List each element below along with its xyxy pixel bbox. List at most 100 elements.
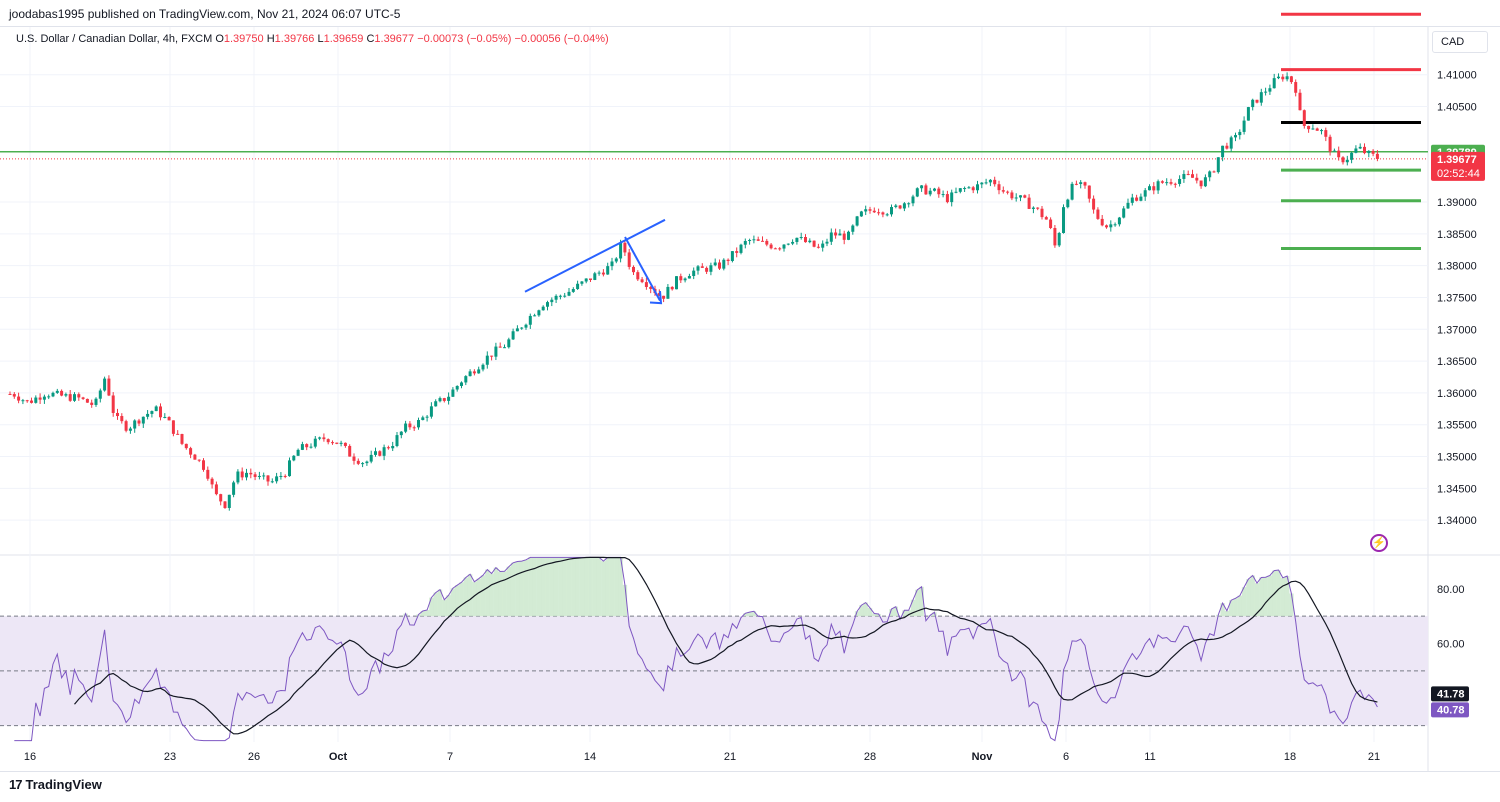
- candle-body: [821, 243, 825, 248]
- candle-body: [412, 427, 416, 429]
- rsi-ma-value: 41.78: [1437, 688, 1465, 700]
- candle-body: [167, 416, 171, 421]
- rsi-tick-label: 80.00: [1437, 584, 1465, 596]
- price-tick-label: 1.36000: [1437, 388, 1477, 400]
- rsi-overbought-fill: [523, 559, 529, 617]
- candle-body: [730, 251, 734, 261]
- candle-body: [498, 346, 502, 348]
- candle-body: [447, 396, 451, 401]
- candle-body: [666, 286, 670, 299]
- time-tick-label: 21: [724, 751, 736, 763]
- candle-body: [382, 447, 386, 456]
- rsi-overbought-fill: [506, 566, 511, 617]
- candle-body: [85, 398, 89, 403]
- axes: 1.41000 1.40500 1.39000 1.38500 1.38000 1.375…: [24, 70, 1485, 763]
- candle-body: [528, 315, 532, 325]
- candle-body: [356, 460, 360, 464]
- currency-button[interactable]: CAD: [1432, 31, 1488, 53]
- candle-body: [275, 476, 279, 482]
- candle-body: [171, 420, 175, 434]
- candle-body: [941, 194, 945, 196]
- candle-body: [963, 188, 967, 190]
- candle-body: [1341, 157, 1345, 163]
- candle-body: [1358, 146, 1362, 149]
- candle-body: [1092, 198, 1096, 210]
- current-price-tag: [1431, 151, 1485, 181]
- candle-body: [1040, 208, 1044, 218]
- candle-body: [713, 262, 717, 266]
- rsi-overbought-fill: [549, 557, 554, 617]
- rsi-overbought-fill: [618, 557, 623, 617]
- candle-body: [1195, 177, 1199, 181]
- price-chart[interactable]: 1.41000 1.40500 1.39000 1.38500 1.38000 1.375…: [0, 0, 1500, 772]
- candle-body: [778, 248, 782, 250]
- candle-body: [374, 451, 377, 455]
- candle-body: [154, 406, 158, 412]
- candle-body: [128, 428, 132, 431]
- candle-body: [73, 394, 76, 401]
- candle-body: [361, 463, 365, 465]
- candle-body: [1100, 218, 1104, 226]
- rsi-overbought-fill: [575, 557, 580, 617]
- time-tick-label: 21: [1368, 751, 1380, 763]
- rsi-overbought-fill: [743, 613, 748, 617]
- candle-body: [1328, 136, 1332, 152]
- price-tick-label: 1.41000: [1437, 70, 1477, 82]
- price-tick-label: 1.36500: [1437, 356, 1477, 368]
- candle-body: [1320, 130, 1323, 132]
- rsi-overbought-fill: [459, 582, 464, 617]
- candle-body: [1221, 145, 1225, 158]
- candle-body: [180, 434, 184, 444]
- candle-body: [322, 437, 326, 440]
- candle-body: [197, 459, 201, 461]
- candle-body: [902, 203, 906, 209]
- flash-icon[interactable]: ⚡: [1370, 534, 1388, 552]
- candle-body: [571, 289, 575, 292]
- rsi-overbought-fill: [609, 557, 615, 617]
- high-value: 1.39766: [274, 33, 315, 45]
- rsi-overbought-fill: [1250, 575, 1255, 617]
- candle-body: [945, 194, 949, 203]
- candle-body: [395, 435, 399, 446]
- candle-body: [894, 205, 898, 208]
- current-price-text: 1.39677: [1437, 154, 1477, 166]
- rsi-overbought-fill: [532, 557, 537, 617]
- candle-body: [1169, 182, 1173, 184]
- candle-body: [408, 423, 412, 428]
- rsi-overbought-fill: [1263, 577, 1268, 617]
- candle-body: [980, 182, 984, 185]
- candle-body: [391, 445, 395, 449]
- time-tick-label: 26: [248, 751, 260, 763]
- candle-body: [885, 214, 889, 216]
- change2-value: −0.00056 (−0.04%): [514, 33, 609, 45]
- rsi-overbought-fill: [463, 577, 468, 617]
- candle-body: [799, 237, 803, 239]
- rsi-overbought-fill: [919, 586, 924, 617]
- candle-body: [1182, 173, 1186, 179]
- candle-body: [855, 216, 859, 226]
- rsi-line: [14, 556, 1378, 742]
- candle-body: [1242, 120, 1246, 132]
- rsi-overbought-fill: [596, 557, 602, 617]
- open-label: O: [215, 33, 224, 45]
- candle-body: [868, 209, 872, 211]
- rsi-overbought-fill: [545, 557, 550, 617]
- candle-body: [1178, 178, 1182, 184]
- candle-body: [266, 475, 270, 482]
- candle-body: [103, 378, 107, 391]
- rsi-overbought-fill: [562, 557, 567, 617]
- candle-body: [163, 416, 167, 418]
- rsi-overbought-fill: [910, 599, 916, 617]
- candle-body: [25, 400, 29, 402]
- candle-body: [17, 396, 21, 401]
- candle-body: [606, 266, 610, 275]
- rsi-overbought-fill: [472, 581, 477, 617]
- candle-body: [98, 390, 102, 399]
- candle-body: [1272, 78, 1276, 89]
- candle-body: [1294, 82, 1298, 93]
- rsi-overbought-fill: [876, 613, 881, 617]
- candle-body: [1255, 99, 1259, 103]
- candle-body: [515, 328, 519, 332]
- candle-body: [133, 420, 137, 429]
- rsi-overbought-fill: [566, 557, 572, 617]
